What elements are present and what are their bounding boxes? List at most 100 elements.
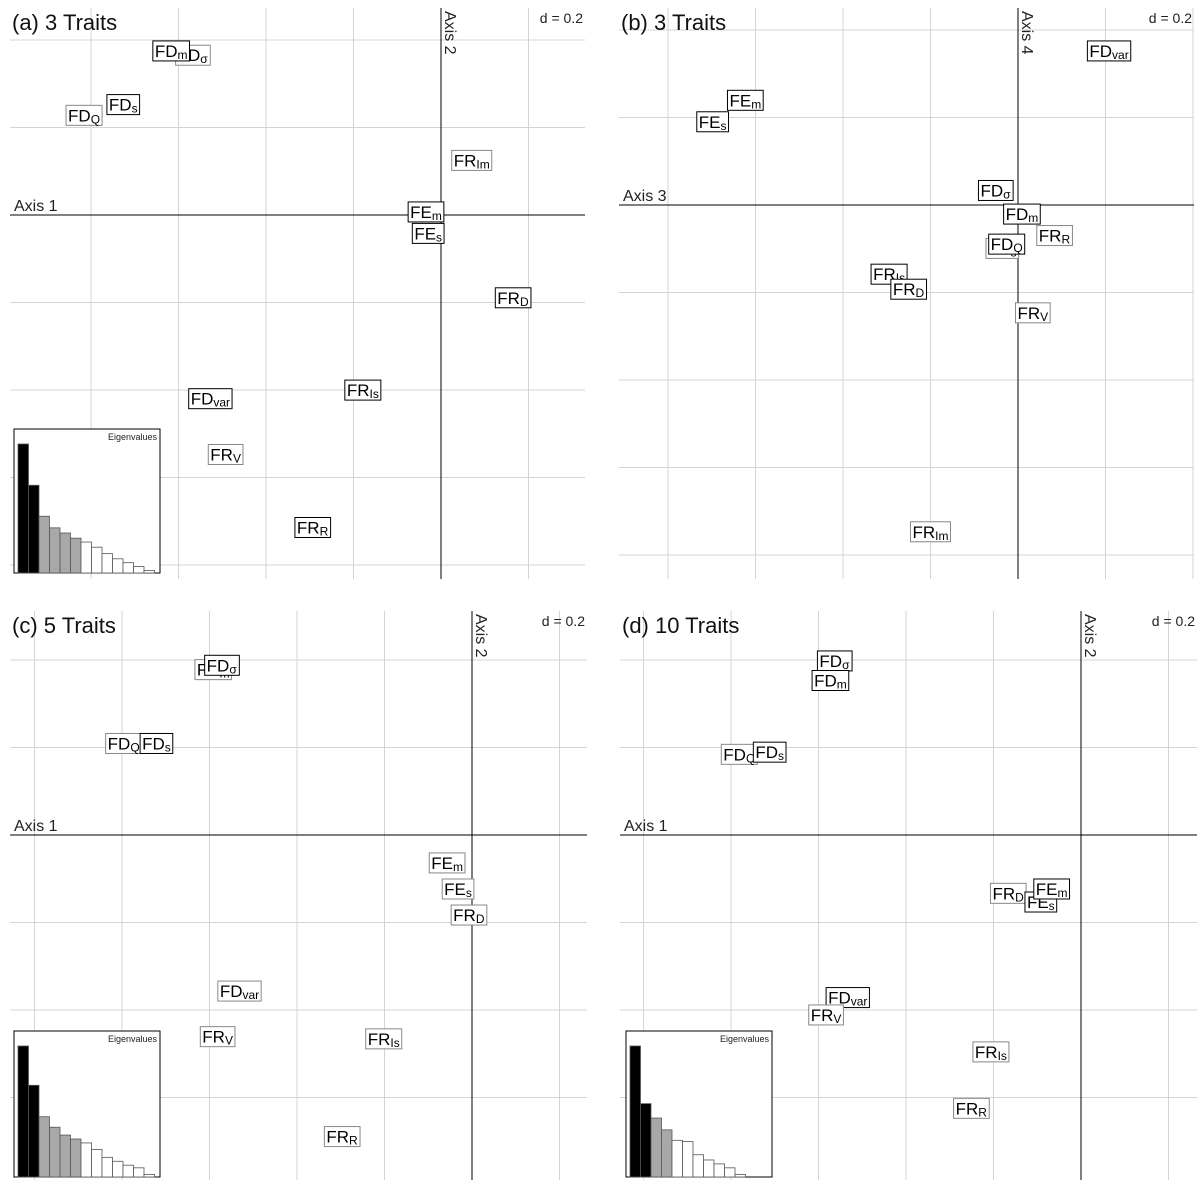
point-label-box <box>188 388 233 410</box>
point-label-box <box>825 987 870 1009</box>
eigenvalue-inset: Eigenvalues <box>625 1030 773 1178</box>
point-label-text: FEs <box>414 224 442 244</box>
eigenvalue-bar <box>671 1139 683 1178</box>
eigenvalue-bar <box>70 537 82 574</box>
point-label-text: FEm <box>410 203 442 223</box>
point-label-text: FRIs <box>873 265 905 285</box>
point-label: FDvar <box>825 987 870 1009</box>
point-label: FDQ <box>720 743 758 765</box>
point-label-text: FRIs <box>347 381 379 401</box>
eigenvalue-bar <box>70 1138 82 1178</box>
eigenvalue-bar <box>713 1163 725 1178</box>
point-label-text: FDσ <box>980 181 1011 201</box>
scale-label: d = 0.2 <box>542 613 585 629</box>
x-axis-label: Axis 1 <box>14 818 58 835</box>
eigenvalue-inset: Eigenvalues <box>13 428 161 574</box>
point-label-text: FRIm <box>454 151 490 171</box>
eigenvalues-label: Eigenvalues <box>108 1034 158 1044</box>
point-label-text: FRV <box>1017 304 1048 324</box>
eigenvalue-bar <box>692 1154 704 1178</box>
eigenvalue-bar <box>629 1045 641 1178</box>
point-label: FDvar <box>217 980 262 1002</box>
point-label: FRR <box>953 1097 990 1119</box>
point-label-text: FDvar <box>191 390 230 410</box>
eigenvalue-bar <box>91 546 103 574</box>
point-label: FDQ <box>65 104 103 126</box>
scale-label: d = 0.2 <box>1149 10 1192 26</box>
eigenvalue-bar <box>112 558 124 574</box>
point-label: FDs <box>139 732 174 754</box>
y-axis-label: Axis 2 <box>441 11 458 55</box>
point-label: FRD <box>989 882 1027 904</box>
point-label-box <box>294 516 332 538</box>
point-label-box <box>207 443 244 465</box>
point-label-text: FEm <box>431 854 463 874</box>
point-label-box <box>808 1004 844 1026</box>
point-label-box <box>407 201 445 223</box>
point-label: FRV <box>808 1004 844 1026</box>
point-label: FRV <box>199 1026 236 1048</box>
eigenvalue-bar <box>17 443 29 574</box>
eigenvalue-bar <box>17 1045 29 1178</box>
point-label-box <box>65 104 103 126</box>
point-label-box <box>323 1126 361 1148</box>
point-label-box <box>752 741 787 763</box>
point-label-box <box>726 89 764 111</box>
point-label-text: FDs <box>755 743 784 763</box>
point-label-box <box>1033 878 1071 900</box>
point-label-text: FRD <box>992 884 1024 904</box>
point-label-box <box>494 287 532 309</box>
point-label-box <box>428 852 466 874</box>
y-axis-label: Axis 2 <box>472 614 489 658</box>
point-label: FRIs <box>972 1041 1010 1063</box>
point-label-box <box>972 1041 1010 1063</box>
point-label-box <box>1003 203 1041 225</box>
x-axis-label: Axis 1 <box>14 198 58 215</box>
point-label-box <box>1036 225 1073 247</box>
point-label-text: FEm <box>729 91 761 111</box>
point-label: FRR <box>323 1126 361 1148</box>
eigenvalue-bar <box>49 1126 61 1178</box>
point-label: FDs <box>106 94 141 116</box>
point-label-text: FEs <box>444 880 472 900</box>
eigenvalue-bar <box>80 1142 92 1178</box>
point-label-text: FRV <box>210 445 241 465</box>
point-label-box <box>365 1028 403 1050</box>
point-label: FEm <box>407 201 445 223</box>
point-label-box <box>139 732 174 754</box>
eigenvalue-inset: Eigenvalues <box>13 1030 161 1178</box>
point-label: FDm <box>152 40 191 62</box>
eigenvalue-bar <box>80 541 92 574</box>
eigenvalue-bar <box>101 553 113 574</box>
point-label-text: FDQ <box>723 745 755 765</box>
point-label-box <box>1014 302 1051 324</box>
eigenvalue-bar <box>122 1164 134 1178</box>
point-label-text: FEs <box>699 113 727 133</box>
point-label: FDσ <box>977 179 1014 201</box>
point-label: FEs <box>441 878 475 900</box>
eigenvalue-bar <box>734 1173 746 1178</box>
point-label-text: FDm <box>155 42 188 62</box>
x-axis-label: Axis 3 <box>623 188 667 205</box>
point-label-box <box>344 379 382 401</box>
point-label-text: FRIm <box>912 523 948 543</box>
point-labels: FDmFDσFDQFDsFEmFEsFRDFDvarFRVFRIsFRR <box>105 654 488 1148</box>
panel-4: Axis 1 Axis 2 (d) 10 Traits d = 0.2 Eigenval… <box>620 611 1197 1180</box>
eigenvalue-bar <box>59 532 71 574</box>
point-label: FDvar <box>188 388 233 410</box>
eigenvalue-bar <box>28 1084 40 1178</box>
point-label-box <box>977 179 1014 201</box>
point-label-box <box>1086 40 1132 62</box>
panel-1: Axis 1 Axis 2 (a) 3 Traits d = 0.2 Eigenvalu… <box>10 8 585 579</box>
eigenvalue-bar <box>661 1129 673 1178</box>
eigenvalue-bar <box>133 566 145 574</box>
point-label-text: FRV <box>811 1006 842 1026</box>
point-label-box <box>106 94 141 116</box>
point-label-text: FRR <box>956 1099 988 1119</box>
eigenvalue-bar <box>143 570 155 574</box>
point-label-box <box>411 222 445 244</box>
eigenvalue-bar <box>650 1117 662 1178</box>
point-label-text: FRV <box>202 1028 233 1048</box>
